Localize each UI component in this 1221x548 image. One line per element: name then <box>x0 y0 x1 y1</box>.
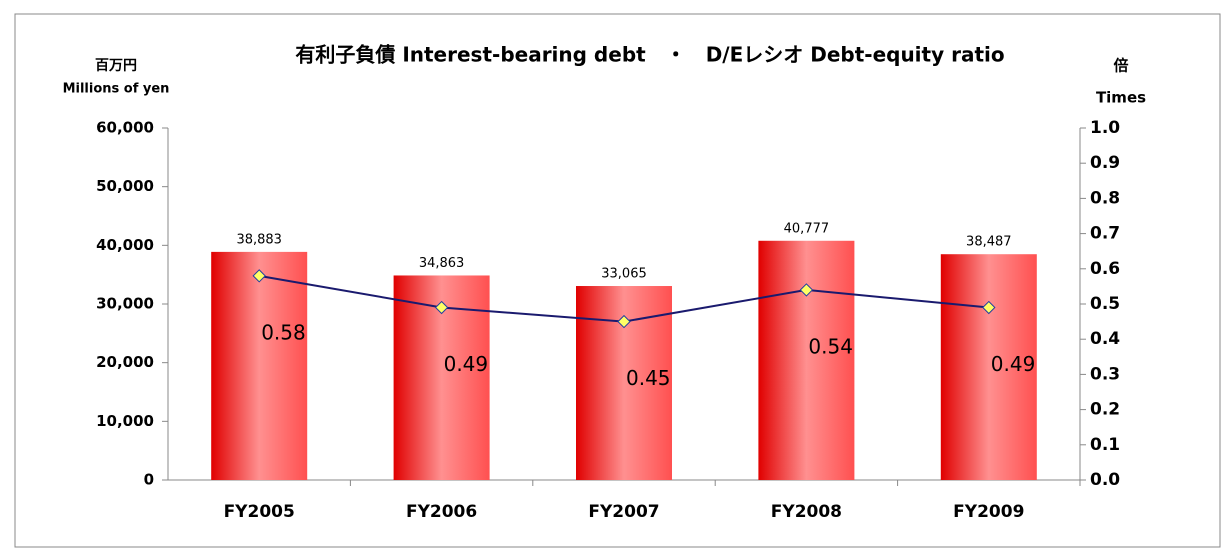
line-marker <box>799 283 814 297</box>
y2-axis-label-en: Times <box>1096 89 1146 107</box>
y-tick-label: 30,000 <box>96 295 154 313</box>
y-tick-label: 20,000 <box>96 353 154 371</box>
y2-tick-label: 0.3 <box>1090 364 1120 384</box>
y2-axis-label: 倍 <box>1113 57 1128 75</box>
y-tick-label: 50,000 <box>96 177 154 195</box>
x-tick-label: FY2005 <box>224 502 295 522</box>
bar-value-label: 38,487 <box>966 235 1012 250</box>
y2-tick-label: 0.4 <box>1090 329 1120 349</box>
bar-value-label: 38,883 <box>236 232 282 247</box>
y2-tick-label: 0.9 <box>1090 153 1120 173</box>
line-value-label: 0.45 <box>626 366 671 390</box>
line-marker <box>982 300 996 315</box>
y2-tick-label: 1.0 <box>1090 118 1120 138</box>
y2-tick-label: 0.1 <box>1090 435 1120 455</box>
bar-value-label: 33,065 <box>601 267 647 282</box>
y2-tick-label: 0.0 <box>1090 470 1120 490</box>
line-marker <box>434 300 449 315</box>
line-marker <box>252 269 266 283</box>
x-tick-label: FY2006 <box>406 502 477 522</box>
x-tick-label: FY2008 <box>771 502 842 522</box>
y2-tick-label: 0.8 <box>1090 188 1120 208</box>
y2-tick-label: 0.7 <box>1090 224 1120 244</box>
bar <box>211 251 308 480</box>
line-value-label: 0.49 <box>991 352 1036 376</box>
x-tick-label: FY2007 <box>588 502 659 522</box>
line-value-label: 0.49 <box>444 352 489 376</box>
y2-tick-label: 0.5 <box>1090 294 1120 314</box>
y-tick-label: 10,000 <box>96 412 154 430</box>
y-tick-label: 0 <box>144 471 154 489</box>
x-tick-label: FY2009 <box>953 502 1024 522</box>
bar <box>940 254 1037 480</box>
y-tick-label: 40,000 <box>96 236 154 254</box>
y-tick-label: 60,000 <box>96 119 154 137</box>
line-marker <box>617 314 631 329</box>
bar <box>758 240 855 480</box>
line-value-label: 0.58 <box>261 320 306 344</box>
y2-tick-label: 0.2 <box>1090 400 1120 420</box>
chart-title: 有利子負債 Interest-bearing debt ・ D/Eレシオ Deb… <box>295 43 1004 67</box>
y2-tick-label: 0.6 <box>1090 259 1120 279</box>
bar-value-label: 34,863 <box>419 256 465 271</box>
line-value-label: 0.54 <box>808 334 853 358</box>
y-axis-label: 百万円 <box>95 58 137 74</box>
bar-value-label: 40,777 <box>784 221 830 236</box>
y-axis-label-en: Millions of yen <box>63 82 170 97</box>
